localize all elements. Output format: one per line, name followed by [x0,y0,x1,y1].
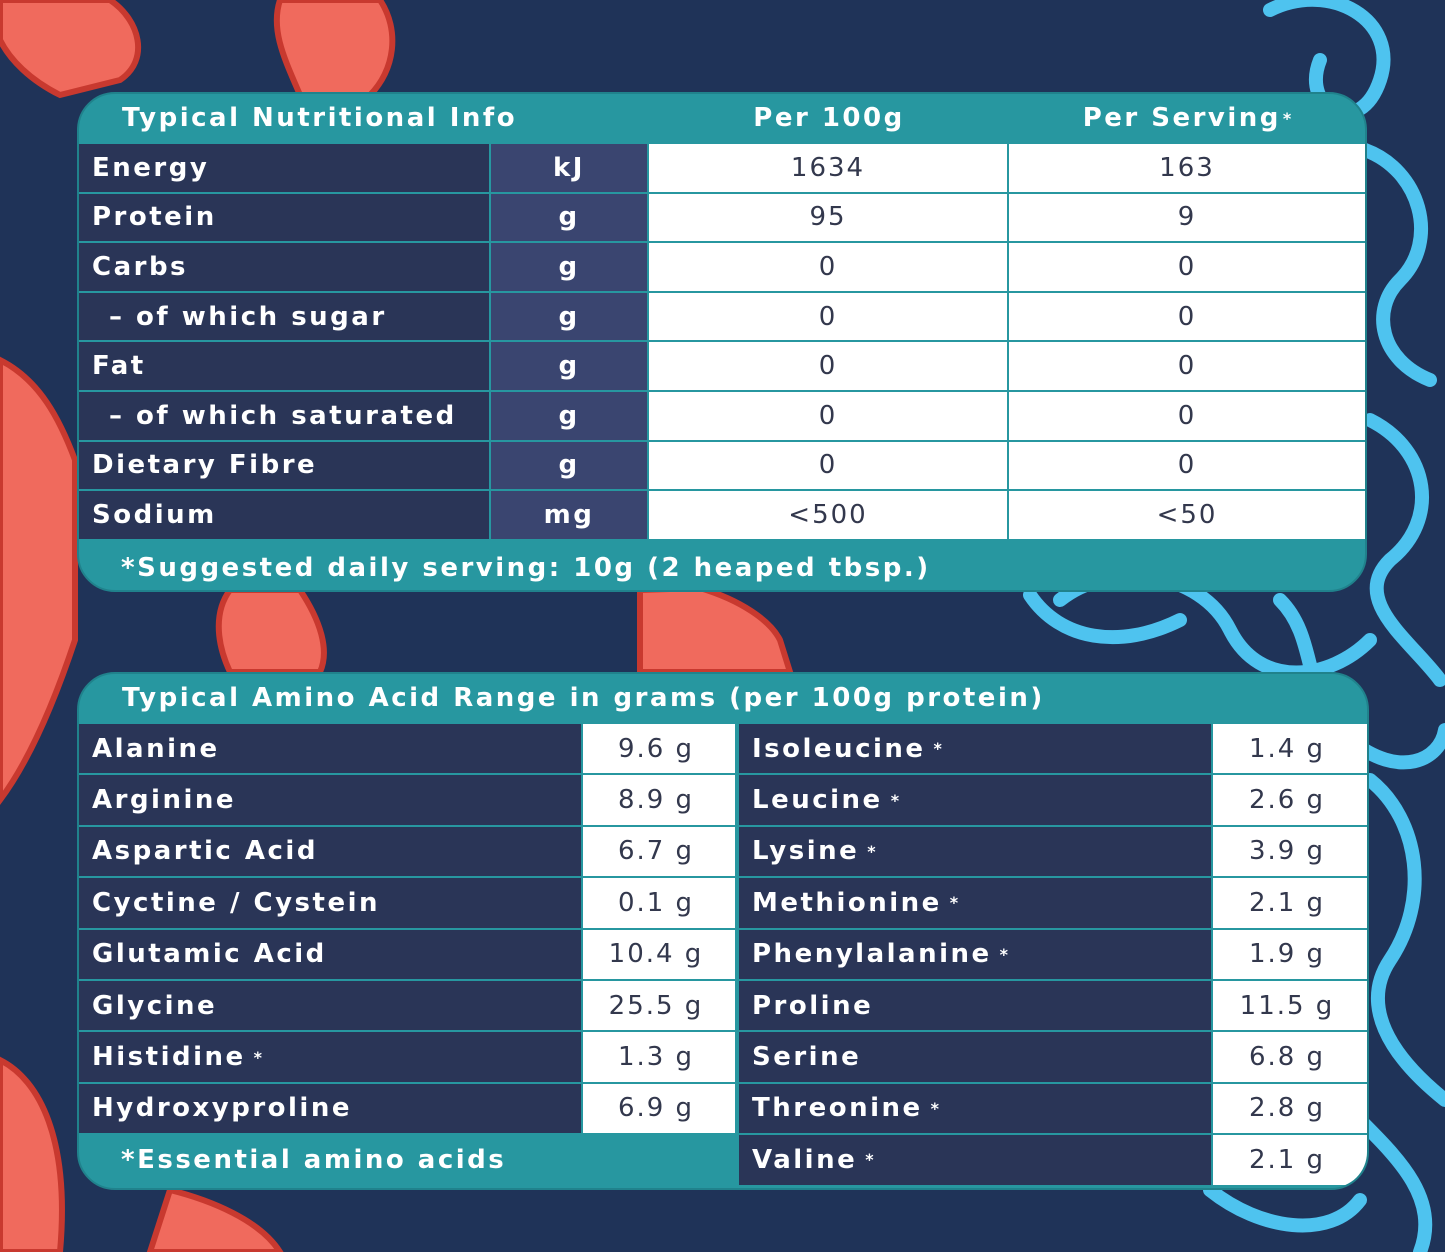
amino-acid-name: Leucine * [739,775,1211,825]
nutrient-per-serving-value: 0 [1009,441,1365,490]
amino-acid-name: Histidine * [79,1032,581,1082]
amino-acid-value: 6.9 g [583,1083,735,1134]
nutrient-unit: g [491,243,647,291]
amino-acid-name: Glycine [79,981,581,1031]
nutrient-unit: g [491,441,647,490]
nutrition-header-title: Typical Nutritional Info [122,103,518,133]
amino-acid-value: 1.4 g [1213,724,1367,774]
amino-acid-name: Alanine [79,724,581,774]
nutrient-unit: g [491,342,647,390]
essential-marker: * [865,1150,874,1170]
essential-marker: * [933,739,942,759]
amino-footnote: *Essential amino acids [121,1144,507,1175]
amino-acid-name: Methionine * [739,878,1211,928]
nutrient-per100-value: 0 [649,342,1007,390]
nutrient-unit: g [491,193,647,242]
amino-acid-value: 8.9 g [583,775,735,825]
amino-acid-name: Threonine * [739,1083,1211,1134]
nutrient-per-serving-value: 0 [1009,392,1365,440]
amino-acid-value: 1.3 g [583,1032,735,1082]
amino-acid-table: Typical Amino Acid Range in grams (per 1… [77,672,1369,1190]
essential-marker: * [949,893,959,913]
nutrient-per-serving-value: 0 [1009,292,1365,341]
nutrition-table: Typical Nutritional Info Per 100g Per Serv… [77,92,1367,592]
amino-acid-name: Lysine * [739,826,1211,877]
amino-acid-name: Valine * [739,1135,1211,1185]
nutrient-unit: mg [491,491,647,539]
nutrition-header-per-serving: Per Serving * [1082,103,1292,133]
amino-acid-value: 0.1 g [583,878,735,928]
amino-acid-name: Arginine [79,775,581,825]
nutrient-label: – of which sugar [79,292,489,341]
nutrient-per100-value: 0 [649,392,1007,440]
amino-acid-value: 25.5 g [583,981,735,1031]
nutrition-footnote: *Suggested daily serving: 10g (2 heaped … [121,553,931,583]
amino-acid-value: 2.6 g [1213,775,1367,825]
nutrient-per-serving-value: 0 [1009,342,1365,390]
amino-acid-name: Cyctine / Cystein [79,878,581,928]
amino-acid-value: 2.1 g [1213,1135,1367,1185]
nutrient-per100-value: 0 [649,441,1007,490]
nutrient-per100-value: 0 [649,292,1007,341]
nutrient-per-serving-value: 0 [1009,243,1365,291]
amino-acid-value: 6.7 g [583,826,735,877]
amino-acid-name: Isoleucine * [739,724,1211,774]
essential-marker: * [930,1098,940,1118]
nutrient-label: Fat [79,342,489,390]
amino-acid-name: Hydroxyproline [79,1083,581,1134]
rope-decoration [1023,0,1445,1252]
nutrient-per-serving-value: 9 [1009,193,1365,242]
amino-acid-value: 6.8 g [1213,1032,1367,1082]
amino-acid-name: Glutamic Acid [79,929,581,979]
nutrient-label: Dietary Fibre [79,441,489,490]
nutrient-unit: kJ [491,144,647,192]
amino-acid-value: 2.1 g [1213,878,1367,928]
nutrient-unit: g [491,292,647,341]
amino-acid-value: 10.4 g [583,929,735,979]
nutrient-per-serving-value: 163 [1009,144,1365,192]
nutrient-per100-value: <500 [649,491,1007,539]
nutrient-unit: g [491,392,647,440]
amino-acid-name: Aspartic Acid [79,826,581,877]
amino-acid-name: Phenylalanine * [739,929,1211,979]
nutrient-per100-value: 0 [649,243,1007,291]
essential-marker: * [999,944,1009,964]
essential-marker: * [890,790,900,810]
nutrient-label: Carbs [79,243,489,291]
amino-acid-value: 3.9 g [1213,826,1367,877]
amino-acid-name: Serine [739,1032,1211,1082]
amino-acid-value: 1.9 g [1213,929,1367,979]
nutrient-label: – of which saturated [79,392,489,440]
nutrition-header-per100: Per 100g [753,103,905,133]
essential-marker: * [867,841,876,861]
nutrient-label: Energy [79,144,489,192]
nutrient-per100-value: 95 [649,193,1007,242]
amino-acid-value: 11.5 g [1213,981,1367,1031]
amino-acid-name: Proline [739,981,1211,1031]
essential-marker: * [253,1047,263,1067]
nutrient-label: Protein [79,193,489,242]
nutrient-per-serving-value: <50 [1009,491,1365,539]
nutrient-label: Sodium [79,491,489,539]
amino-header-title: Typical Amino Acid Range in grams (per 1… [122,683,1045,713]
amino-acid-value: 2.8 g [1213,1083,1367,1134]
nutrient-per100-value: 1634 [649,144,1007,192]
amino-acid-value: 9.6 g [583,724,735,774]
